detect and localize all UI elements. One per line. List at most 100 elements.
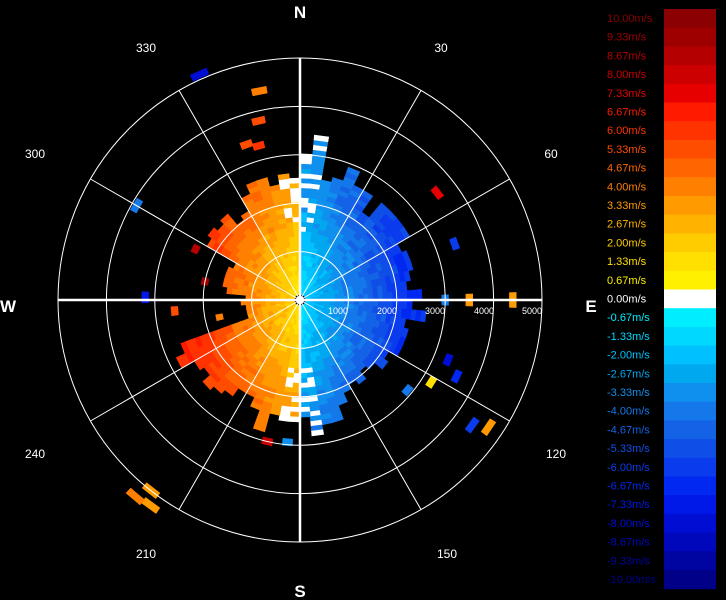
colorbar-swatch (664, 27, 716, 47)
colorbar-label: 2.00m/s (607, 237, 647, 249)
colorbar-swatch (664, 345, 716, 365)
velocity-cell (401, 299, 408, 310)
velocity-cell (299, 197, 310, 203)
colorbar-label: 3.33m/s (607, 200, 647, 212)
colorbar-swatch (664, 457, 716, 477)
colorbar-swatch (664, 439, 716, 459)
colorbar-label: -8.00m/s (607, 518, 650, 530)
azimuth-label: 240 (25, 447, 45, 461)
colorbar-label: 6.67m/s (607, 107, 647, 119)
velocity-cell (239, 139, 254, 150)
colorbar-swatch (664, 46, 716, 66)
azimuth-label: 300 (25, 147, 45, 161)
colorbar-label: 9.33m/s (607, 32, 647, 44)
velocity-cell (411, 289, 418, 301)
colorbar-label: -8.67m/s (607, 537, 650, 549)
velocity-cell (289, 187, 301, 194)
azimuth-spoke (299, 299, 510, 422)
cardinal-label-s: S (294, 582, 305, 600)
velocity-cell (290, 401, 301, 408)
velocity-cell (397, 299, 403, 310)
velocity-cell (355, 374, 367, 385)
velocity-cell (207, 227, 219, 239)
azimuth-label: 150 (437, 547, 457, 561)
azimuth-spoke (299, 90, 422, 301)
velocity-cell (299, 182, 311, 189)
colorbar-swatch (664, 289, 716, 309)
colorbar-swatch (664, 196, 716, 216)
colorbar-swatch (664, 326, 716, 347)
azimuth-spoke (178, 90, 301, 301)
colorbar-label: 2.67m/s (607, 219, 647, 231)
velocity-cell (313, 134, 330, 143)
velocity-cell (189, 67, 210, 82)
colorbar-label: -4.67m/s (607, 424, 650, 436)
cardinal-label-e: E (585, 297, 596, 316)
velocity-cell (251, 140, 266, 151)
velocity-cell (416, 289, 423, 301)
azimuth-spoke (90, 299, 301, 422)
colorbar-label: -0.67m/s (607, 312, 650, 324)
velocity-cell (190, 243, 201, 255)
velocity-cell (277, 173, 290, 181)
azimuth-label: 330 (136, 41, 156, 55)
colorbar-label: 7.33m/s (607, 88, 647, 100)
velocity-cell (299, 177, 311, 184)
colorbar-label: 1.33m/s (607, 256, 647, 268)
range-label: 1000 (328, 306, 348, 316)
colorbar-swatch (664, 83, 716, 103)
velocity-cell (278, 415, 291, 422)
colorbar-label: 4.00m/s (607, 181, 647, 193)
colorbar-label: -4.00m/s (607, 406, 650, 418)
velocity-cell (251, 115, 266, 126)
velocity-cell (464, 416, 480, 434)
velocity-cell (202, 377, 215, 391)
velocity-cell (397, 290, 403, 301)
velocity-cell (299, 163, 313, 170)
velocity-cell (403, 270, 411, 282)
radar-center-marker (296, 296, 304, 304)
azimuth-label: 60 (544, 147, 558, 161)
velocity-cell (299, 397, 310, 403)
colorbar-swatch (664, 9, 716, 29)
colorbar-swatch (664, 364, 716, 384)
velocity-cell (346, 166, 361, 177)
colorbar-label: -1.33m/s (607, 331, 650, 343)
azimuth-label: 30 (434, 41, 448, 55)
colorbar-label: 0.00m/s (607, 294, 647, 306)
velocity-cell (225, 266, 234, 276)
colorbar-swatch (664, 420, 716, 440)
colorbar-label: -6.00m/s (607, 462, 650, 474)
colorbar-label: 6.00m/s (607, 125, 647, 137)
azimuth-label: 120 (546, 447, 566, 461)
velocity-cell (125, 487, 145, 506)
velocity-cell (180, 341, 190, 354)
colorbar-swatch (664, 158, 716, 178)
velocity-cell (252, 423, 267, 433)
velocity-cell (405, 259, 414, 272)
colorbar-swatch (664, 495, 716, 515)
velocity-cell (250, 85, 268, 97)
velocity-cell (299, 411, 311, 418)
colorbar-label: -6.67m/s (607, 481, 650, 493)
colorbar-label: 10.00m/s (607, 13, 653, 25)
colorbar-swatch (664, 308, 716, 328)
velocity-cell (311, 429, 325, 437)
colorbar-swatch (664, 121, 716, 141)
velocity-cell (449, 236, 461, 251)
colorbar-swatch (664, 513, 716, 534)
velocity-cell (215, 313, 224, 322)
velocity-cell (290, 397, 301, 403)
velocity-cell (170, 306, 179, 317)
colorbar-label: 5.33m/s (607, 144, 647, 156)
colorbar-swatch (664, 383, 716, 403)
colorbar-swatch (664, 570, 716, 590)
colorbar-swatch (664, 65, 716, 85)
velocity-cell (401, 290, 408, 301)
azimuth-label: 210 (136, 547, 156, 561)
colorbar-swatch (664, 401, 716, 421)
colorbar-swatch (664, 233, 716, 253)
azimuth-spoke (90, 178, 301, 301)
velocity-cell (299, 168, 312, 174)
polar-grid (57, 57, 543, 543)
